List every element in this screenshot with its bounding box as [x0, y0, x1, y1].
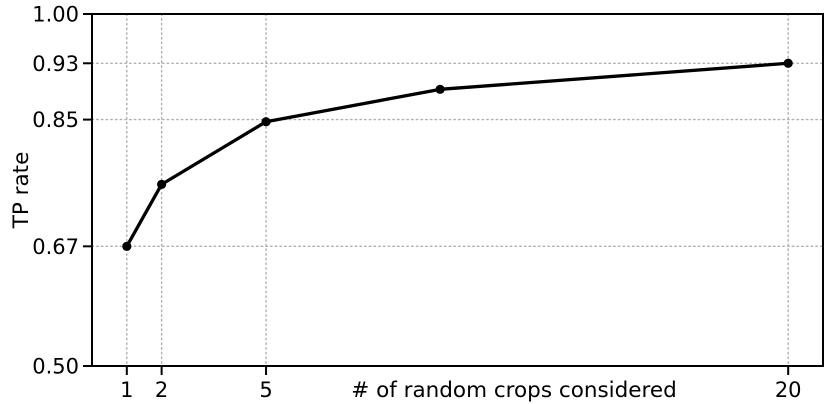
y-tick-label: 0.93 — [32, 52, 79, 76]
tick-labels: 1 2 5 20 0.50 0.67 0.85 0.93 1.00 — [32, 3, 801, 403]
x-tick-label: 5 — [259, 378, 272, 402]
plot-border — [91, 13, 824, 367]
y-tick-label: 1.00 — [32, 3, 79, 27]
data-point-marker — [783, 58, 793, 68]
data-point-marker — [435, 84, 445, 94]
data-series — [122, 58, 793, 251]
x-axis-label: # of random crops considered — [351, 378, 677, 403]
data-point-marker — [157, 179, 167, 189]
x-tick-label: 20 — [775, 378, 802, 402]
y-tick-label: 0.50 — [32, 355, 79, 379]
gridlines — [91, 13, 824, 367]
y-tick-label: 0.85 — [32, 108, 79, 132]
data-point-marker — [122, 241, 132, 251]
x-tick-label: 2 — [155, 378, 168, 402]
data-line — [125, 61, 790, 248]
x-tick-label: 1 — [120, 378, 133, 402]
axis-ticks — [83, 13, 790, 375]
data-point-marker — [261, 117, 271, 127]
y-axis-label: TP rate — [9, 152, 34, 230]
y-tick-label: 0.67 — [32, 235, 79, 259]
